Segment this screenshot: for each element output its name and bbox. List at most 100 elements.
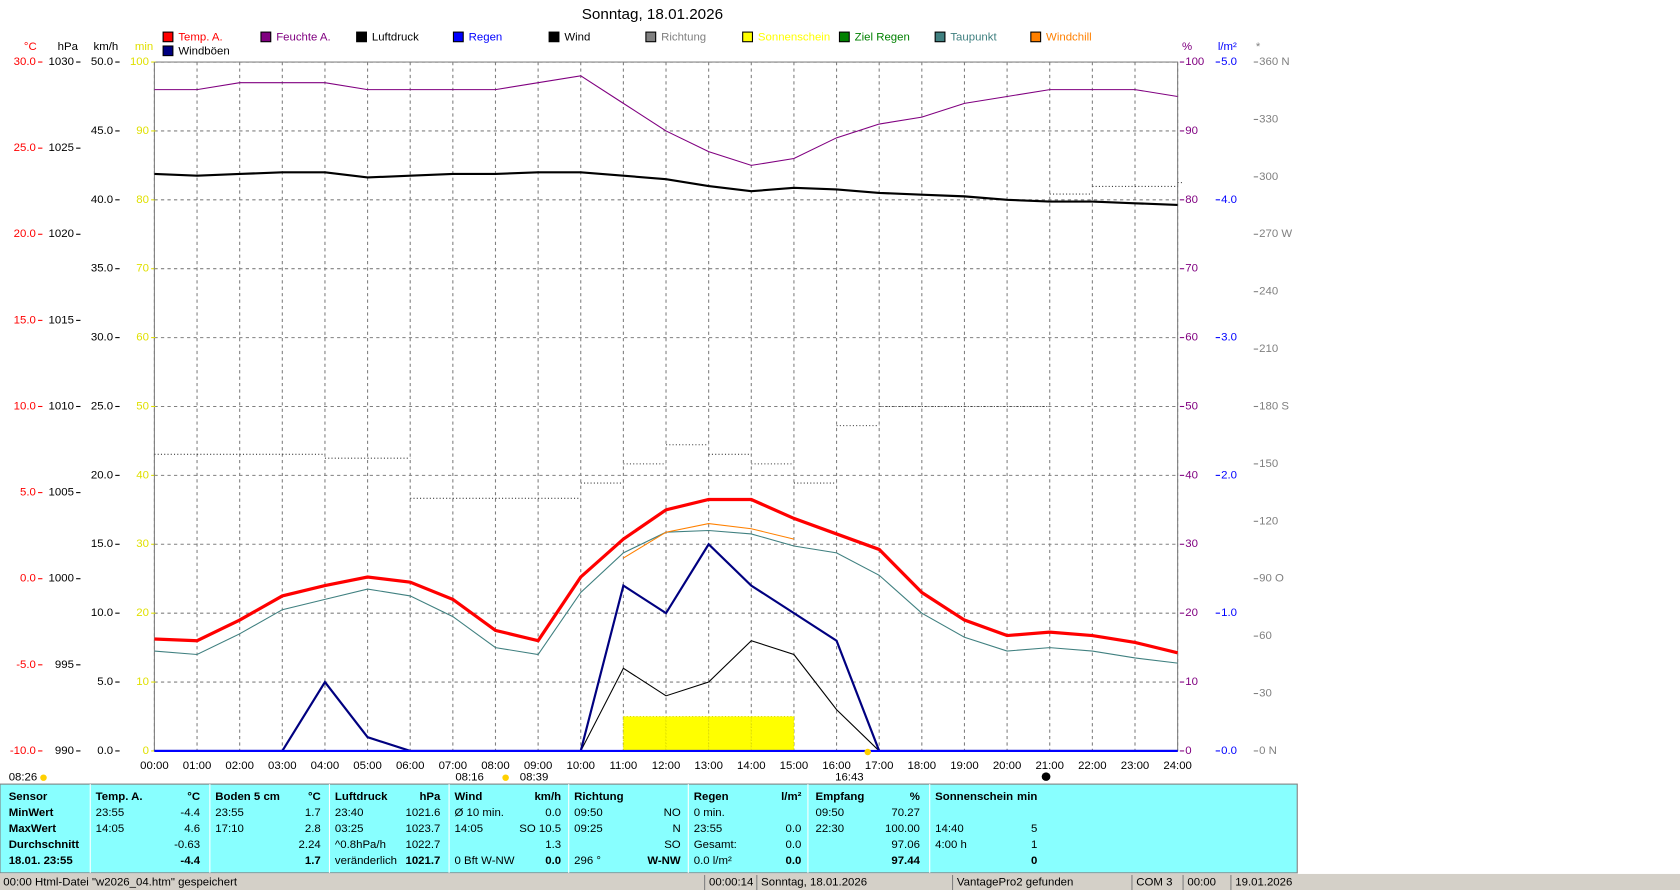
axis-title: l/m²: [1218, 41, 1237, 53]
table-cell: 0.0: [786, 839, 802, 851]
y-tick-label: 30.0: [91, 332, 113, 344]
table-header: Luftdruck: [335, 791, 388, 803]
y-tick-label: 150: [1259, 458, 1278, 470]
y-tick-label: 40: [1185, 469, 1198, 481]
y-tick-label: 10.0: [91, 607, 113, 619]
x-tick-label: 02:00: [225, 760, 254, 772]
y-tick-label: 90: [136, 125, 149, 137]
x-tick-label: 21:00: [1035, 760, 1064, 772]
x-tick-label: 03:00: [268, 760, 297, 772]
table-cell: -4.4: [180, 855, 200, 867]
axis-title: km/h: [94, 41, 119, 53]
x-tick-label: 15:00: [780, 760, 809, 772]
table-cell: 09:50: [816, 807, 845, 819]
axis-title: %: [1182, 41, 1192, 53]
y-tick-label: 0: [1185, 745, 1191, 757]
y-tick-label: 1.0: [1221, 607, 1237, 619]
x-tick-label: 12:00: [652, 760, 681, 772]
table-cell: 0.0: [545, 855, 561, 867]
y-tick-label: 5.0: [20, 487, 36, 499]
legend-label: Wind: [564, 31, 590, 43]
table-cell: 14:05: [455, 823, 484, 835]
table-unit: %: [910, 791, 920, 803]
y-tick-label: 70: [1185, 263, 1198, 275]
status-text: 19.01.2026: [1235, 877, 1292, 889]
table-unit: °C: [308, 791, 321, 803]
table-cell: SO 10.5: [519, 823, 561, 835]
x-tick-label: 05:00: [353, 760, 382, 772]
series-line: [623, 523, 795, 559]
table-cell: -4.4: [180, 807, 200, 819]
table-cell: 18.01. 23:55: [9, 855, 73, 867]
y-tick-label: 60: [1259, 630, 1272, 642]
table-cell: MaxWert: [9, 823, 57, 835]
y-tick-label: 80: [136, 194, 149, 206]
legend-label: Temp. A.: [178, 31, 222, 43]
x-tick-label: 07:00: [439, 760, 468, 772]
table-cell: Gesamt:: [694, 839, 737, 851]
x-tick-label: 22:00: [1078, 760, 1107, 772]
table-cell: 14:40: [935, 823, 964, 835]
table-cell: 2.24: [299, 839, 321, 851]
table-cell: 1: [1031, 839, 1037, 851]
legend-label: Regen: [469, 31, 503, 43]
sunshine-bar: [708, 715, 752, 752]
x-tick-label: 06:00: [396, 760, 425, 772]
table-cell: 0.0: [545, 807, 561, 819]
legend-label: Feuchte A.: [276, 31, 331, 43]
y-tick-label: 60: [1185, 332, 1198, 344]
status-text: 00:00: [1187, 877, 1216, 889]
y-tick-label: 20: [1185, 607, 1198, 619]
y-tick-label: 20.0: [91, 469, 113, 481]
y-tick-label: 240: [1259, 286, 1278, 298]
y-tick-label: 10: [1185, 676, 1198, 688]
x-tick-label: 14:00: [737, 760, 766, 772]
summary-table: [0, 783, 1298, 874]
legend-label: Windböen: [178, 45, 229, 57]
table-header: Boden 5 cm: [215, 791, 280, 803]
y-tick-label: 20: [136, 607, 149, 619]
table-cell: 0: [1031, 855, 1037, 867]
y-tick-label: 990: [55, 745, 74, 757]
table-cell: NO: [664, 807, 681, 819]
x-tick-label: 23:00: [1121, 760, 1150, 772]
y-tick-label: 995: [55, 659, 74, 671]
legend-label: Taupunkt: [950, 31, 997, 43]
legend-swatch: [548, 31, 560, 43]
table-cell: 1.3: [545, 839, 561, 851]
table-cell: 97.44: [891, 855, 920, 867]
y-tick-label: 1000: [49, 573, 74, 585]
y-tick-label: 3.0: [1221, 332, 1237, 344]
y-tick-label: 0 N: [1259, 745, 1277, 757]
legend-swatch: [838, 31, 850, 43]
y-tick-label: 60: [136, 332, 149, 344]
legend-swatch: [645, 31, 657, 43]
table-cell: 0 Bft W-NW: [455, 855, 515, 867]
moon-icon: [1041, 772, 1051, 781]
table-cell: 23:40: [335, 807, 364, 819]
table-cell: 0.0: [786, 855, 802, 867]
y-tick-label: 25.0: [14, 142, 36, 154]
x-tick-label: 16:00: [822, 760, 851, 772]
y-tick-label: 5.0: [97, 676, 113, 688]
y-tick-label: 5.0: [1221, 56, 1237, 68]
y-tick-label: 30: [136, 538, 149, 550]
y-tick-label: 1025: [49, 142, 74, 154]
legend-swatch: [162, 45, 174, 57]
y-tick-label: 90: [1185, 125, 1198, 137]
status-text: 00:00 Html-Datei "w2026_04.htm" gespeich…: [3, 877, 238, 889]
sunshine-bar: [750, 715, 795, 752]
table-cell: 1.7: [305, 807, 321, 819]
table-unit: l/m²: [781, 791, 802, 803]
y-tick-label: 15.0: [91, 538, 113, 550]
table-cell: 09:50: [574, 807, 603, 819]
table-cell: 23:55: [694, 823, 723, 835]
x-tick-label: 17:00: [865, 760, 894, 772]
status-bar: [0, 873, 1680, 890]
y-tick-label: 0: [143, 745, 149, 757]
table-header: Sonnenschein: [935, 791, 1013, 803]
table-cell: 03:25: [335, 823, 364, 835]
status-text: 00:00:14: [709, 877, 753, 889]
